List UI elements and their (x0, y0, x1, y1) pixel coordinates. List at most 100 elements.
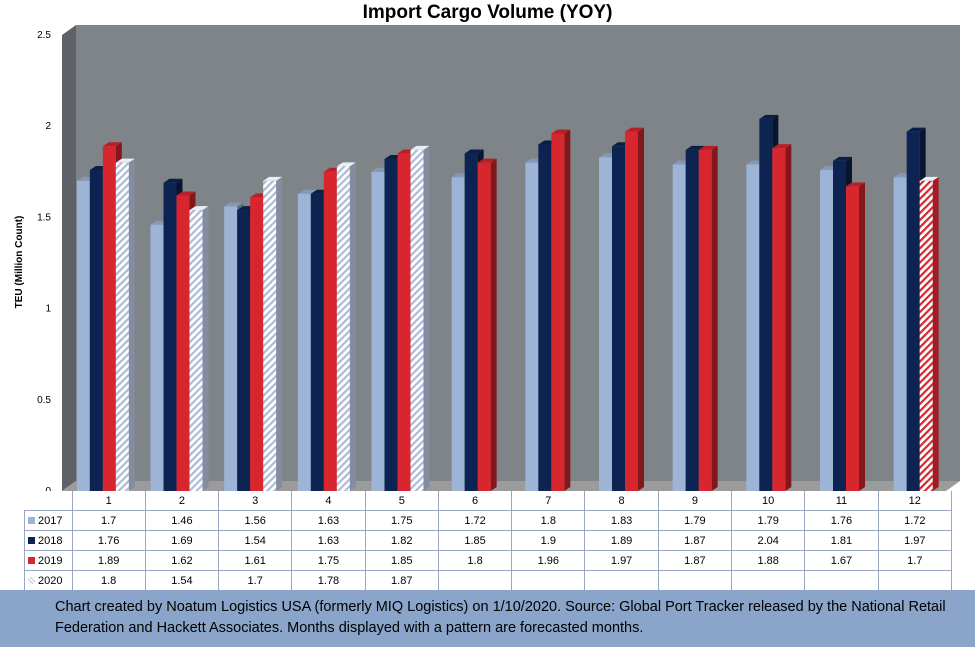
bar-2019-month-6 (477, 158, 497, 491)
month-header-cell: 8 (584, 491, 659, 511)
chart-canvas: 00.511.522.5 TEU (Million Count) (14, 25, 960, 497)
legend-label: 2019 (38, 554, 63, 567)
y-tick-label: 1 (45, 304, 51, 315)
bar-2019-month-10 (772, 144, 792, 491)
data-cell: 1.67 (804, 550, 879, 571)
bar-2020-month-4 (336, 162, 356, 491)
data-cell: 1.88 (731, 550, 806, 571)
data-cell: 1.89 (584, 530, 659, 551)
legend-label: 2017 (38, 514, 63, 527)
data-cell: 1.79 (657, 510, 733, 531)
month-header-cell: 3 (218, 491, 293, 511)
data-cell: 1.46 (144, 510, 220, 531)
bar-2020-month-1 (115, 158, 135, 491)
data-cell: 1.63 (291, 510, 366, 531)
data-cell: 1.8 (71, 570, 146, 591)
data-cell: 1.85 (437, 530, 513, 551)
legend-swatch-2017 (28, 516, 35, 524)
y-tick-label: 2.5 (37, 30, 51, 41)
data-cell: 1.97 (877, 530, 953, 551)
month-header-cell: 12 (877, 491, 953, 511)
month-header-cell: 11 (804, 491, 879, 511)
data-cell: 1.83 (584, 510, 659, 531)
bar-2020-month-2 (189, 206, 209, 491)
data-cell: 1.56 (218, 510, 293, 531)
legend-swatch-2020 (28, 576, 35, 584)
legend-swatch-2019 (28, 556, 35, 564)
data-cell: 1.61 (218, 550, 293, 571)
month-header-cell: 4 (291, 491, 366, 511)
data-cell: 1.96 (511, 550, 586, 571)
plot-floor (62, 481, 960, 491)
chart-title: Import Cargo Volume (YOY) (362, 2, 613, 23)
month-header-cell: 6 (437, 491, 513, 511)
footnote: Chart created by Noatum Logistics USA (f… (0, 590, 975, 647)
bar-2019-month-9 (698, 145, 718, 492)
y-tick-label: 2 (45, 121, 51, 132)
month-header-cell: 2 (144, 491, 220, 511)
data-cell: 1.87 (657, 530, 733, 551)
data-cell (657, 570, 733, 591)
data-cell: 1.9 (511, 530, 586, 551)
month-header-cell: 7 (511, 491, 586, 511)
data-cell: 1.72 (877, 510, 953, 531)
plot-back-wall (76, 25, 960, 481)
data-cell (584, 570, 659, 591)
data-cell: 1.62 (144, 550, 220, 571)
data-cell: 1.8 (437, 550, 513, 571)
data-cell: 1.85 (364, 550, 439, 571)
legend-entry-2020: 2020 (24, 570, 73, 591)
plot-side-wall (62, 25, 76, 491)
y-axis-title: TEU (Million Count) (14, 216, 25, 309)
data-cell: 1.63 (291, 530, 366, 551)
data-cell: 1.75 (291, 550, 366, 571)
data-cell: 1.89 (71, 550, 146, 571)
data-table: 1 2 3 4 5 6 7 8 9 10 11 12 2017 1.7 1.46 1.56 1.63 1.75 1.… (24, 491, 953, 591)
data-cell: 1.75 (364, 510, 439, 531)
data-cell: 1.79 (731, 510, 806, 531)
legend-label: 2018 (38, 534, 63, 547)
bar-2019-month-11 (846, 182, 865, 491)
month-header-cell: 9 (657, 491, 733, 511)
data-cell: 1.81 (804, 530, 879, 551)
data-cell: 1.97 (584, 550, 659, 571)
data-cell (731, 570, 806, 591)
data-cell: 1.87 (364, 570, 439, 591)
data-cell: 1.8 (511, 510, 586, 531)
legend-entry-2018: 2018 (24, 530, 73, 551)
data-cell (804, 570, 879, 591)
table-row: 2017 1.7 1.46 1.56 1.63 1.75 1.72 1.8 1.83 1.79 1.… (24, 510, 953, 531)
table-row: 2020 1.8 1.54 1.7 1.78 1.87 (24, 570, 953, 591)
legend-entry-2017: 2017 (24, 510, 73, 531)
bar-2019-month-12 (919, 176, 939, 492)
data-cell (437, 570, 513, 591)
table-corner (24, 491, 73, 511)
data-cell: 2.04 (731, 530, 806, 551)
data-cell: 1.7 (71, 510, 146, 531)
bar-2020-month-3 (263, 176, 283, 492)
data-cell: 1.76 (71, 530, 146, 551)
data-cell: 1.78 (291, 570, 366, 591)
data-cell: 1.76 (804, 510, 879, 531)
table-row: 2018 1.76 1.69 1.54 1.63 1.82 1.85 1.9 1.89 1.87 2… (24, 530, 953, 551)
bar-2019-month-8 (625, 127, 644, 491)
data-cell: 1.7 (218, 570, 293, 591)
legend-label: 2020 (38, 574, 63, 587)
month-header-cell: 1 (71, 491, 146, 511)
data-cell: 1.7 (877, 550, 953, 571)
data-cell: 1.54 (144, 570, 220, 591)
data-cell: 1.87 (657, 550, 733, 571)
month-header-cell: 5 (364, 491, 439, 511)
data-cell: 1.72 (437, 510, 513, 531)
data-cell: 1.82 (364, 530, 439, 551)
y-tick-label: 0.5 (37, 395, 51, 406)
legend-entry-2019: 2019 (24, 550, 73, 571)
month-header-cell: 10 (731, 491, 806, 511)
bar-2020-month-5 (410, 145, 430, 492)
legend-swatch-2018 (28, 536, 35, 544)
y-tick-label: 1.5 (37, 212, 51, 223)
data-cell: 1.54 (218, 530, 293, 551)
data-cell: 1.69 (144, 530, 220, 551)
bar-2019-month-7 (551, 129, 571, 491)
data-cell (877, 570, 953, 591)
